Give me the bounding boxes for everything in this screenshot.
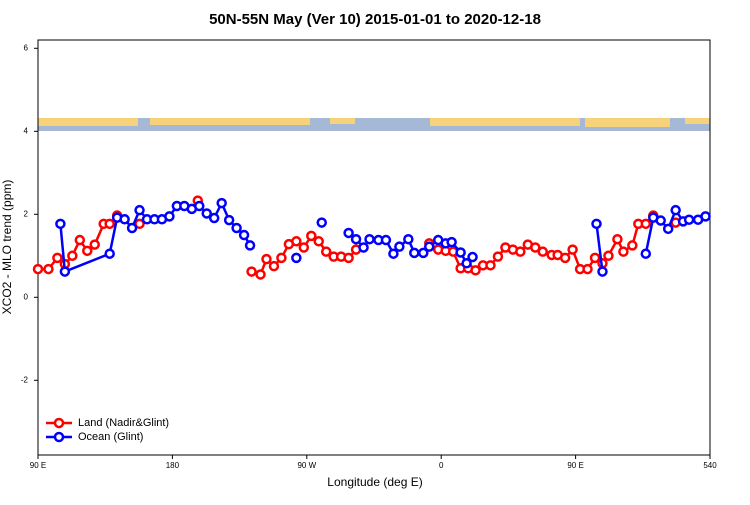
surface-band — [38, 118, 710, 131]
point — [655, 215, 666, 226]
legend-marker — [53, 431, 65, 443]
point — [55, 218, 66, 230]
point — [670, 204, 681, 216]
point — [403, 233, 414, 245]
point — [164, 211, 175, 222]
y-tick-label: -2 — [21, 375, 29, 384]
y-tick-label: 2 — [24, 209, 29, 218]
point — [82, 245, 93, 257]
point — [32, 263, 44, 275]
point — [313, 236, 324, 247]
point — [291, 236, 302, 247]
point — [589, 252, 601, 264]
point — [537, 246, 548, 257]
point — [380, 234, 392, 246]
point — [194, 200, 205, 212]
point — [591, 218, 602, 230]
point — [700, 211, 711, 222]
point — [409, 247, 420, 259]
point — [640, 248, 652, 259]
point — [618, 246, 629, 257]
point — [216, 197, 227, 209]
point — [316, 217, 327, 228]
point — [261, 253, 272, 265]
point — [74, 234, 86, 246]
point — [89, 239, 100, 250]
point — [350, 233, 362, 245]
y-tick-label: 6 — [24, 43, 29, 52]
point — [238, 229, 250, 241]
point — [134, 218, 145, 230]
point — [559, 252, 571, 264]
point — [104, 248, 115, 259]
point — [291, 252, 302, 264]
point — [244, 240, 256, 251]
point — [306, 230, 317, 242]
plot-frame — [37, 39, 711, 456]
point — [582, 263, 593, 275]
point — [627, 240, 638, 251]
x-tick-label: 0 — [439, 461, 444, 470]
point — [358, 242, 369, 253]
point — [231, 222, 242, 234]
point — [515, 246, 526, 257]
point — [52, 252, 63, 264]
point — [208, 212, 220, 224]
y-tick-label: 4 — [24, 126, 29, 135]
point — [394, 241, 405, 252]
point — [67, 250, 78, 262]
x-axis-label: Longitude (deg E) — [327, 475, 422, 489]
x-tick-label: 540 — [703, 461, 717, 470]
chart-title: 50N-55N May (Ver 10) 2015-01-01 to 2020-… — [209, 11, 541, 28]
point — [255, 269, 266, 280]
point — [43, 263, 54, 275]
point — [485, 260, 496, 271]
point — [446, 236, 457, 248]
y-tick-label: 0 — [24, 292, 29, 301]
legend-label: Land (Nadir&Glint) — [78, 417, 169, 429]
point — [567, 244, 578, 255]
point — [418, 247, 429, 259]
point — [104, 218, 115, 230]
point — [388, 248, 399, 259]
point — [126, 222, 138, 234]
point — [59, 266, 71, 277]
point — [119, 214, 130, 225]
point — [246, 266, 257, 277]
point — [276, 252, 287, 264]
point — [662, 223, 674, 235]
point — [268, 260, 280, 272]
x-tick-label: 90 E — [30, 461, 46, 470]
point — [470, 265, 481, 276]
x-tick-label: 90 W — [297, 461, 316, 470]
legend-marker — [53, 417, 65, 429]
point — [612, 233, 623, 245]
point — [298, 242, 310, 253]
point — [597, 266, 608, 277]
x-tick-label: 180 — [166, 461, 180, 470]
y-axis-label: XCO2 - MLO trend (ppm) — [0, 180, 14, 315]
x-tick-label: 90 E — [567, 461, 583, 470]
point — [343, 252, 354, 264]
point — [223, 214, 235, 226]
point — [343, 227, 354, 239]
point — [640, 218, 652, 230]
point — [424, 241, 435, 252]
point — [201, 208, 212, 219]
point — [455, 247, 466, 258]
point — [603, 250, 614, 262]
point — [461, 258, 472, 269]
point — [683, 214, 695, 225]
point — [530, 242, 541, 253]
legend-label: Ocean (Glint) — [78, 431, 143, 443]
point — [492, 251, 504, 262]
series-line — [59, 200, 707, 274]
point — [364, 233, 375, 245]
point — [134, 204, 145, 216]
point — [320, 246, 332, 257]
point — [467, 251, 478, 263]
